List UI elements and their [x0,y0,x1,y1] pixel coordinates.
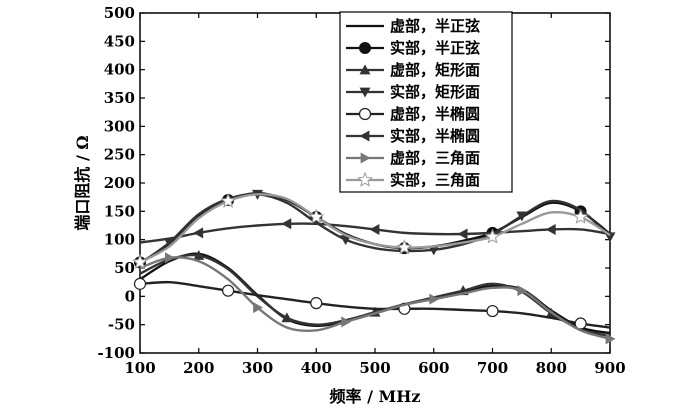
x-axis-label: 频率 / MHz [330,387,421,406]
legend-item: 实部，半正弦 [346,39,480,57]
series-0 [139,252,611,335]
legend-label: 虚部，三角面 [390,149,480,167]
data-point [572,208,589,224]
data-point [193,250,205,260]
data-point [457,228,468,240]
data-point [486,304,499,318]
data-point [545,223,556,235]
y-tick-label: 400 [104,61,135,79]
series-3 [139,189,616,265]
legend-item: 虚部，半椭圆 [346,105,480,123]
x-tick-label: 900 [594,359,625,377]
x-tick-label: 300 [242,359,273,377]
data-point [308,208,325,224]
legend-marker [360,152,371,164]
x-tick-label: 200 [183,359,214,377]
legend-label: 实部，半椭圆 [390,127,480,145]
data-point [341,316,352,328]
data-point [133,277,147,290]
y-tick-label: 150 [104,202,135,220]
y-tick-label: 0 [125,287,135,305]
y-tick-label: 350 [104,89,135,107]
y-tick-label: 200 [104,174,135,192]
legend-marker [358,107,372,121]
y-tick-label: 450 [104,32,135,50]
x-tick-label: 100 [124,359,155,377]
data-point [222,284,235,297]
y-tick-label: 300 [104,117,135,135]
y-axis-label: 端口阻抗 / Ω [73,135,92,230]
data-point [340,235,352,246]
legend-label: 虚部，矩形面 [390,61,480,79]
y-tick-label: 50 [114,259,135,277]
data-point [220,192,237,208]
series-line [139,193,611,264]
data-point [516,211,528,222]
legend-box [339,11,513,193]
data-point [604,232,616,243]
data-point [605,333,616,345]
data-point [429,293,440,305]
legend-label: 实部，半正弦 [390,39,480,57]
legend-marker [359,130,370,142]
data-point [517,285,528,297]
series-line [139,280,611,329]
data-point [281,312,293,323]
legend-marker [359,42,371,54]
series-5 [139,218,611,244]
series-line [139,222,611,244]
legend-marker [357,171,373,187]
data-point [253,302,263,314]
legend-label: 实部，矩形面 [390,83,480,101]
series-2 [139,250,611,338]
legend-marker [359,87,371,98]
y-axis: -100 -50 0 50 100 150 200 250 300 350 400 450 500 [97,4,610,362]
legend-item: 实部，三角面 [346,171,480,189]
data-point [396,239,413,255]
data-point [428,245,440,256]
data-point [132,254,148,270]
legend-item: 虚部，半正弦 [346,17,480,35]
legend-marker [359,64,371,75]
legend-label: 实部，三角面 [390,171,480,189]
y-tick-label: 500 [104,4,135,22]
y-tick-label: 100 [104,231,135,249]
x-axis: 100 200 300 400 500 600 700 800 900 [124,13,626,377]
legend: 虚部，半正弦实部，半正弦虚部，矩形面实部，矩形面虚部，半椭圆实部，半椭圆虚部，三… [339,11,513,193]
x-tick-label: 400 [301,359,332,377]
data-point [163,238,175,248]
data-point [193,227,204,239]
series-7 [132,192,611,270]
x-tick-label: 800 [536,359,567,377]
legend-item: 实部，矩形面 [346,83,480,101]
x-tick-label: 600 [418,359,449,377]
y-tick-label: 250 [104,146,135,164]
legend-item: 虚部，三角面 [346,149,480,167]
data-point [369,223,380,235]
data-point [310,297,323,310]
x-tick-label: 700 [477,359,508,377]
y-tick-label: -100 [97,344,135,362]
y-tick-label: -50 [108,316,135,334]
legend-item: 实部，半椭圆 [346,127,480,145]
series-line [139,252,611,335]
series-line [139,193,611,265]
legend-label: 虚部，半椭圆 [390,105,480,123]
series-line [139,256,611,340]
data-point [484,228,501,244]
data-point [281,218,292,230]
data-point [164,252,175,264]
legend-item: 虚部，矩形面 [346,61,480,79]
x-tick-label: 500 [359,359,390,377]
series-group [132,189,616,345]
legend-label: 虚部，半正弦 [390,17,480,35]
series-6 [139,252,616,345]
